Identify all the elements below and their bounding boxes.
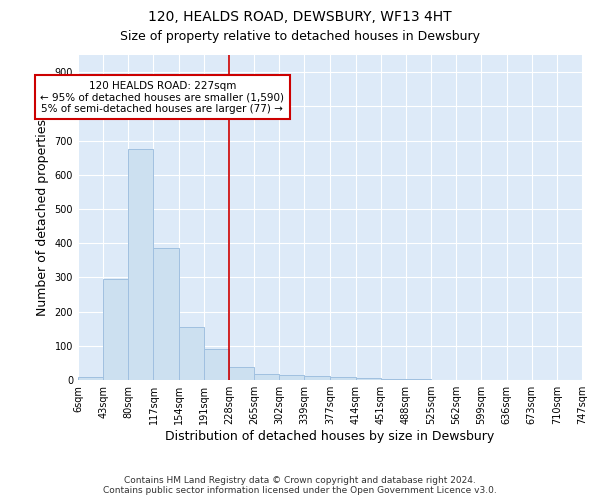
Text: 120 HEALDS ROAD: 227sqm
← 95% of detached houses are smaller (1,590)
5% of semi-: 120 HEALDS ROAD: 227sqm ← 95% of detache… [40,80,284,114]
Bar [179,327,204,380]
Bar [128,149,154,380]
Bar [78,376,103,380]
Bar [154,248,179,380]
X-axis label: Distribution of detached houses by size in Dewsbury: Distribution of detached houses by size … [166,430,494,443]
Bar [229,367,254,380]
Bar [356,378,380,380]
Bar [103,279,128,380]
Text: Contains HM Land Registry data © Crown copyright and database right 2024.
Contai: Contains HM Land Registry data © Crown c… [103,476,497,495]
Bar [331,376,356,380]
Y-axis label: Number of detached properties: Number of detached properties [36,119,49,316]
Bar [280,374,304,380]
Bar [254,374,280,380]
Bar [204,349,229,380]
Text: 120, HEALDS ROAD, DEWSBURY, WF13 4HT: 120, HEALDS ROAD, DEWSBURY, WF13 4HT [148,10,452,24]
Bar [304,376,331,380]
Text: Size of property relative to detached houses in Dewsbury: Size of property relative to detached ho… [120,30,480,43]
Bar [380,379,406,380]
